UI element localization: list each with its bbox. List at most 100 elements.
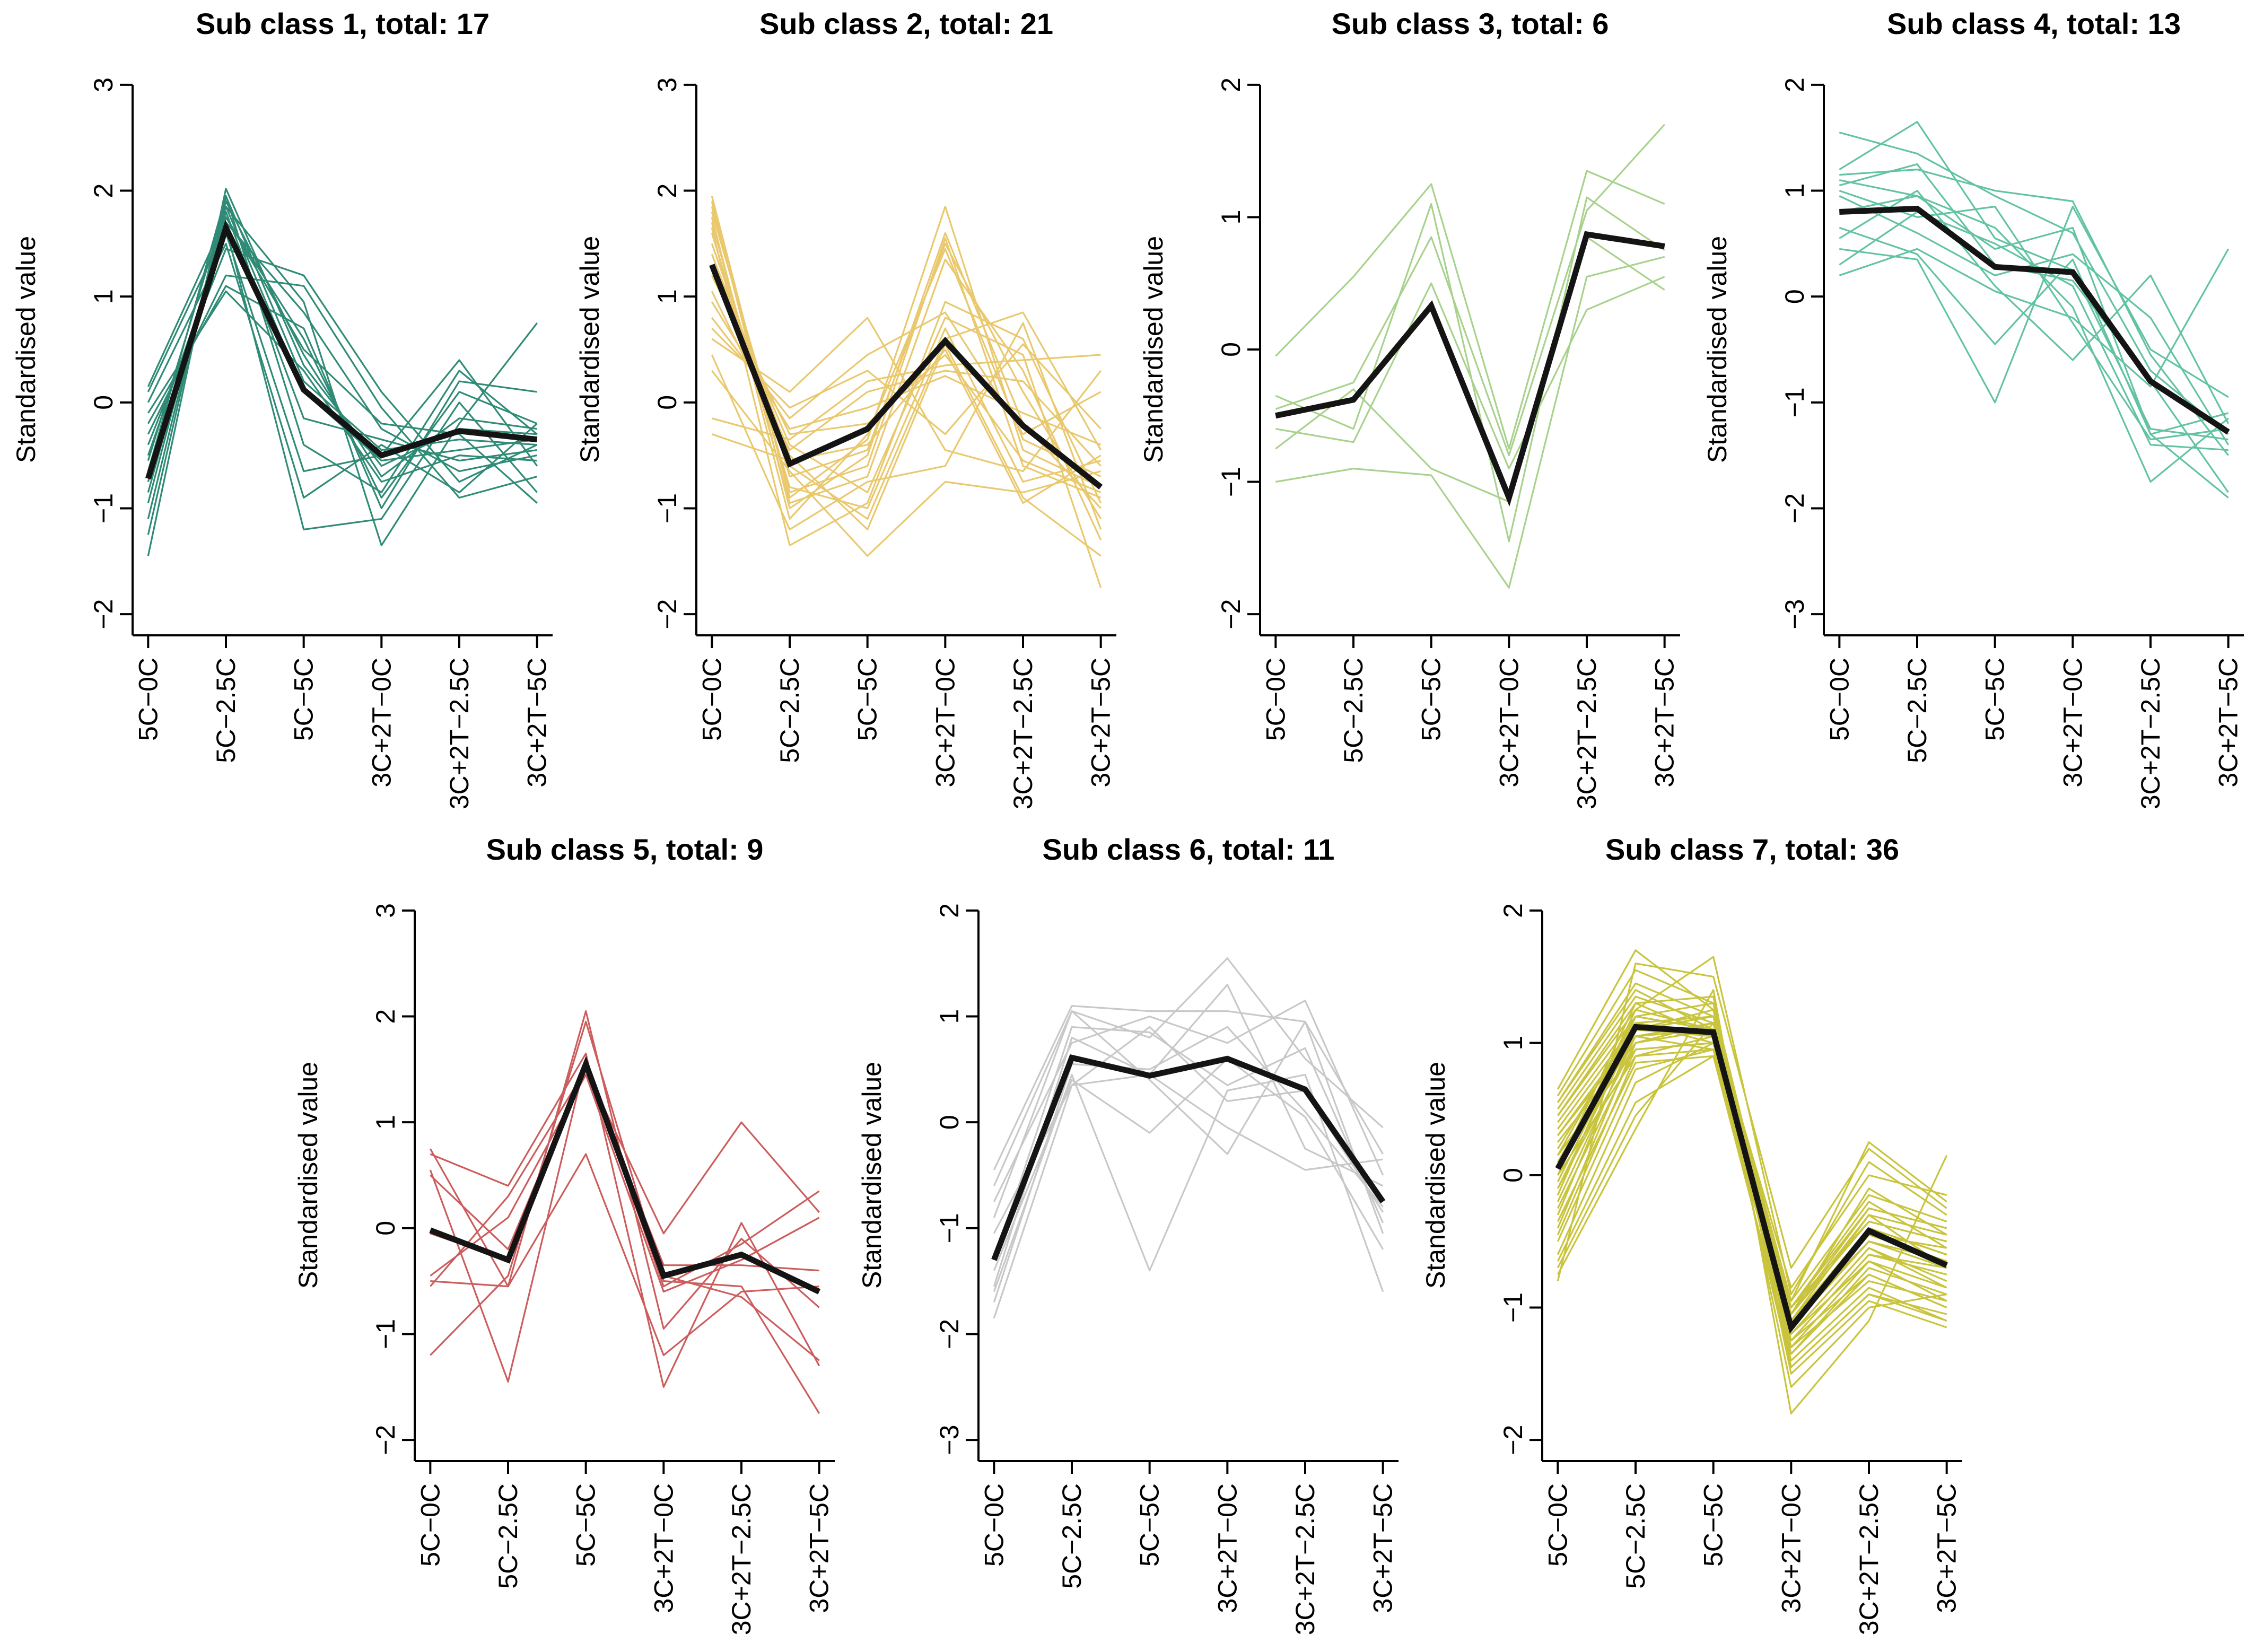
- y-tick-label: −2: [1780, 493, 1810, 523]
- chart-title: Sub class 1, total: 17: [196, 7, 490, 40]
- y-tick-label: 1: [1498, 1036, 1528, 1051]
- y-axis-label: Standardised value: [1421, 1062, 1450, 1289]
- y-axis-label: Standardised value: [1139, 236, 1168, 463]
- member-line: [1557, 989, 1947, 1414]
- mean-line: [991, 1054, 1385, 1261]
- x-tick-label: 5C−5C: [1417, 658, 1446, 741]
- chart-title: Sub class 2, total: 21: [759, 7, 1053, 40]
- x-tick-label: 3C+2T−2.5C: [727, 1483, 756, 1635]
- x-tick-label: 5C−0C: [1543, 1483, 1572, 1567]
- chart-svg: Sub class 7, total: 36 Standardised value…: [1421, 833, 1962, 1635]
- y-tick-label: −2: [934, 1319, 964, 1349]
- x-tick-label: 3C+2T−0C: [366, 658, 396, 788]
- member-line: [1275, 276, 1665, 470]
- x-tick-label: 3C+2T−2.5C: [1854, 1483, 1884, 1635]
- y-axis-label: Standardised value: [293, 1062, 323, 1289]
- x-tick-label: 5C−0C: [415, 1483, 445, 1567]
- x-tick-label: 5C−0C: [979, 1483, 1009, 1567]
- chart-svg: Sub class 5, total: 9 Standardised value −…: [293, 833, 835, 1635]
- y-tick-label: 2: [934, 903, 964, 918]
- y-tick-label: 1: [371, 1115, 400, 1130]
- member-line: [711, 322, 1102, 531]
- x-tick-label: 5C−5C: [289, 658, 319, 741]
- x-tick-label: 5C−2.5C: [1902, 658, 1932, 763]
- member-line: [147, 188, 537, 556]
- member-line: [147, 195, 537, 535]
- x-tick-label: 3C+2T−2.5C: [1572, 658, 1602, 809]
- member-line: [1275, 236, 1665, 503]
- x-tick-label: 5C−5C: [1980, 658, 2010, 741]
- x-tick-label: 3C+2T−5C: [1086, 658, 1116, 788]
- y-tick-label: 1: [1780, 183, 1810, 198]
- member-line: [1839, 211, 2228, 451]
- x-tick-label: 5C−5C: [1698, 1483, 1728, 1567]
- member-line: [147, 285, 537, 510]
- member-line: [993, 1036, 1383, 1287]
- subplot-subclass-2: Sub class 2, total: 21 Standardised value…: [564, 0, 1128, 826]
- chart-svg: Sub class 2, total: 21 Standardised value…: [575, 7, 1116, 809]
- x-tick-label: 5C−0C: [1261, 658, 1290, 741]
- member-line: [711, 311, 1102, 435]
- chart-svg: Sub class 1, total: 17 Standardised value…: [11, 7, 553, 809]
- subplot-subclass-5: Sub class 5, total: 9 Standardised value −…: [282, 826, 846, 1651]
- member-line: [993, 1026, 1384, 1303]
- y-tick-label: 1: [652, 289, 682, 304]
- x-tick-label: 3C+2T−5C: [1931, 1483, 1961, 1613]
- x-tick-label: 3C+2T−2.5C: [1008, 658, 1038, 809]
- y-tick-label: 0: [1498, 1168, 1528, 1183]
- subplot-subclass-4: Sub class 4, total: 13 Standardised value…: [1691, 0, 2255, 826]
- y-tick-label: −1: [89, 493, 118, 523]
- mean-line: [1275, 231, 1665, 507]
- member-line: [993, 1026, 1384, 1261]
- y-tick-label: 2: [89, 183, 118, 198]
- y-tick-label: −2: [1498, 1425, 1528, 1455]
- y-tick-label: −2: [1216, 599, 1246, 630]
- y-tick-label: 3: [89, 77, 118, 92]
- y-axis-label: Standardised value: [1702, 236, 1732, 463]
- member-line: [429, 1020, 820, 1414]
- member-line: [711, 370, 1102, 557]
- member-line: [1839, 248, 2230, 388]
- member-line: [993, 1010, 1384, 1234]
- y-tick-label: 0: [1216, 342, 1246, 357]
- chart-title: Sub class 3, total: 6: [1332, 7, 1609, 40]
- chart-svg: Sub class 3, total: 6 Standardised value −…: [1139, 7, 1680, 809]
- y-tick-label: −1: [1498, 1292, 1528, 1323]
- member-line: [711, 264, 1102, 588]
- mean-line: [429, 1055, 820, 1295]
- member-line: [1557, 963, 1947, 1281]
- x-tick-label: 3C+2T−5C: [804, 1483, 834, 1613]
- member-line: [1275, 196, 1665, 543]
- x-tick-label: 3C+2T−0C: [1776, 1483, 1806, 1613]
- member-line: [430, 1153, 819, 1357]
- y-tick-label: 1: [89, 289, 118, 304]
- x-tick-label: 5C−0C: [1824, 658, 1854, 741]
- top-row: Sub class 1, total: 17 Standardised value…: [11, 0, 2255, 826]
- y-tick-label: −1: [1780, 387, 1810, 417]
- x-tick-label: 3C+2T−0C: [2058, 658, 2087, 788]
- member-line: [147, 226, 538, 531]
- y-tick-label: 0: [934, 1115, 964, 1130]
- member-line: [1839, 195, 2230, 445]
- y-tick-label: −1: [1216, 467, 1246, 497]
- member-line: [147, 195, 538, 494]
- x-tick-label: 3C+2T−0C: [930, 658, 960, 788]
- y-tick-label: 1: [934, 1009, 964, 1024]
- y-tick-label: 2: [1780, 77, 1810, 92]
- y-tick-label: 2: [652, 183, 682, 198]
- x-tick-label: 5C−0C: [133, 658, 163, 741]
- mean-line: [1839, 205, 2230, 435]
- x-tick-label: 5C−2.5C: [1057, 1483, 1087, 1589]
- x-tick-label: 5C−0C: [697, 658, 727, 741]
- y-tick-label: 1: [1216, 210, 1246, 225]
- bottom-row: Sub class 5, total: 9 Standardised value −…: [0, 826, 2255, 1651]
- member-line: [711, 217, 1102, 520]
- y-tick-label: −3: [1780, 599, 1810, 630]
- mean-line: [145, 220, 538, 480]
- y-tick-label: −1: [934, 1213, 964, 1243]
- x-tick-label: 5C−2.5C: [211, 658, 241, 763]
- y-axis-label: Standardised value: [857, 1062, 887, 1289]
- member-line: [1839, 190, 2228, 441]
- x-tick-label: 3C+2T−2.5C: [444, 658, 474, 809]
- y-axis-label: Standardised value: [11, 236, 41, 463]
